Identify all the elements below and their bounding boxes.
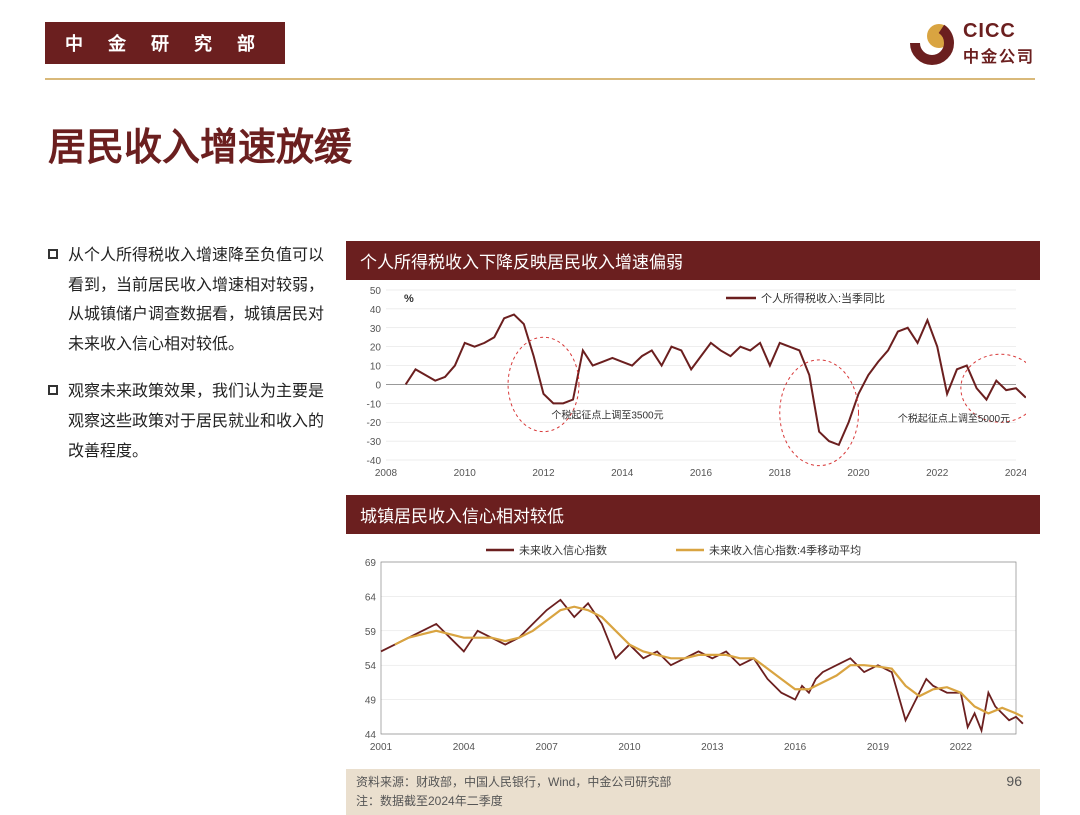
svg-text:2024: 2024 (1005, 468, 1026, 479)
svg-text:59: 59 (365, 627, 377, 638)
chart1-plot: -40 -30 -20 -10 0 10 20 30 40 50 2008 2010 2012 2014 2… (346, 280, 1040, 485)
svg-text:40: 40 (370, 305, 382, 316)
svg-text:2022: 2022 (926, 468, 949, 479)
chart2-title: 城镇居民收入信心相对较低 (346, 495, 1040, 534)
bullet-icon (48, 385, 58, 395)
logo-text-en: CICC (963, 20, 1035, 43)
svg-text:2007: 2007 (536, 742, 559, 753)
page-number: 96 (1006, 773, 1030, 789)
svg-text:个人所得税收入:当季同比: 个人所得税收入:当季同比 (761, 291, 885, 305)
bullet-text: 从个人所得税收入增速降至负值可以看到，当前居民收入增速相对较弱，从城镇储户调查数… (68, 241, 328, 359)
svg-text:69: 69 (365, 558, 377, 569)
bullet-text: 观察未来政策效果，我们认为主要是观察这些政策对于居民就业和收入的改善程度。 (68, 377, 328, 466)
svg-text:2008: 2008 (375, 468, 398, 479)
svg-text:-40: -40 (367, 456, 382, 467)
svg-text:-30: -30 (367, 437, 382, 448)
bullet-icon (48, 249, 58, 259)
footnote-source: 资料来源：财政部，中国人民银行，Wind，中金公司研究部 (356, 773, 671, 792)
chart1-panel: 个人所得税收入下降反映居民收入增速偏弱 -40 -30 -20 -10 0 10 20 30 4… (346, 241, 1040, 485)
chart1-title: 个人所得税收入下降反映居民收入增速偏弱 (346, 241, 1040, 280)
svg-text:2010: 2010 (618, 742, 641, 753)
svg-text:2014: 2014 (611, 468, 634, 479)
svg-text:2012: 2012 (532, 468, 555, 479)
logo-mark-icon (907, 18, 957, 68)
svg-text:44: 44 (365, 730, 377, 741)
svg-text:个税起征点上调至5000元: 个税起征点上调至5000元 (898, 412, 1010, 425)
footnote-bar: 资料来源：财政部，中国人民银行，Wind，中金公司研究部 注：数据截至2024年… (346, 769, 1040, 815)
chart2-panel: 城镇居民收入信心相对较低 44 49 54 59 64 69 2001 2004 2007 201… (346, 495, 1040, 759)
cicc-logo: CICC 中金公司 (907, 18, 1035, 68)
charts-column: 个人所得税收入下降反映居民收入增速偏弱 -40 -30 -20 -10 0 10 20 30 4… (346, 241, 1040, 815)
chart2-plot: 44 49 54 59 64 69 2001 2004 2007 2010 2013 2016 2019… (346, 534, 1040, 759)
page-title: 居民收入增速放缓 (48, 116, 1032, 171)
bullet-item: 观察未来政策效果，我们认为主要是观察这些政策对于居民就业和收入的改善程度。 (48, 377, 328, 466)
content-area: 从个人所得税收入增速降至负值可以看到，当前居民收入增速相对较弱，从城镇储户调查数… (0, 201, 1080, 815)
svg-text:2016: 2016 (784, 742, 807, 753)
svg-text:20: 20 (370, 343, 382, 354)
svg-text:30: 30 (370, 324, 382, 335)
slide-header: 中 金 研 究 部 CICC 中金公司 (0, 0, 1080, 78)
svg-text:-20: -20 (367, 418, 382, 429)
svg-text:54: 54 (365, 661, 377, 672)
svg-text:2019: 2019 (867, 742, 890, 753)
dept-badge: 中 金 研 究 部 (45, 22, 285, 64)
footnote-note: 注：数据截至2024年二季度 (356, 792, 671, 811)
svg-text:49: 49 (365, 696, 377, 707)
svg-text:2020: 2020 (847, 468, 870, 479)
svg-text:-10: -10 (367, 399, 382, 410)
svg-text:未来收入信心指数: 未来收入信心指数 (519, 543, 607, 557)
svg-text:2022: 2022 (950, 742, 973, 753)
svg-text:个税起征点上调至3500元: 个税起征点上调至3500元 (551, 408, 663, 421)
svg-text:%: % (404, 293, 414, 305)
svg-text:2001: 2001 (370, 742, 393, 753)
svg-text:2013: 2013 (701, 742, 724, 753)
logo-text-cn: 中金公司 (963, 43, 1035, 67)
svg-text:未来收入信心指数:4季移动平均: 未来收入信心指数:4季移动平均 (709, 543, 861, 557)
svg-text:64: 64 (365, 592, 377, 603)
svg-text:0: 0 (375, 380, 381, 391)
bullet-column: 从个人所得税收入增速降至负值可以看到，当前居民收入增速相对较弱，从城镇储户调查数… (48, 241, 328, 815)
svg-text:2004: 2004 (453, 742, 476, 753)
svg-text:2010: 2010 (454, 468, 477, 479)
svg-text:2018: 2018 (769, 468, 792, 479)
bullet-item: 从个人所得税收入增速降至负值可以看到，当前居民收入增速相对较弱，从城镇储户调查数… (48, 241, 328, 359)
svg-text:10: 10 (370, 362, 382, 373)
svg-text:50: 50 (370, 286, 382, 297)
svg-text:2016: 2016 (690, 468, 713, 479)
